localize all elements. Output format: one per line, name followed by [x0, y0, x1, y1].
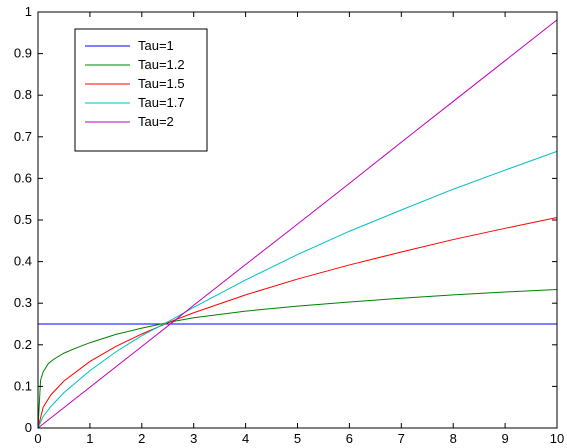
- x-tick-label: 8: [450, 431, 457, 446]
- y-tick-label: 0.7: [14, 129, 32, 144]
- series-line-2: [37, 288, 558, 429]
- x-tick-label: 3: [190, 431, 197, 446]
- y-tick-label: 0.3: [14, 295, 32, 310]
- legend-label: Tau=2: [138, 114, 174, 129]
- series-line-3: [37, 217, 558, 429]
- plot-area: [37, 19, 558, 429]
- legend-label: Tau=1: [138, 38, 174, 53]
- x-tick-label: 2: [138, 431, 145, 446]
- x-tick-label: 4: [242, 431, 249, 446]
- y-tick-label: 0.8: [14, 87, 32, 102]
- y-tick-label: 0: [25, 420, 32, 435]
- y-tick-label: 0.5: [14, 212, 32, 227]
- x-tick-label: 10: [550, 431, 564, 446]
- axes: 0 1 2 3 4 5 6 7 8 9 10 0 0.1 0.2 0.3 0.4 0.5 0.6 0.7 0.8 0.9…: [14, 4, 564, 446]
- legend: Tau=1 Tau=1.2 Tau=1.5 Tau=1.7 Tau=2: [74, 28, 208, 152]
- x-tick-label: 9: [501, 431, 508, 446]
- legend-label: Tau=1.5: [138, 76, 185, 91]
- y-tick-label: 0.9: [14, 46, 32, 61]
- x-tick-label: 6: [346, 431, 353, 446]
- series-line-4: [37, 150, 558, 429]
- y-tick-label: 0.6: [14, 170, 32, 185]
- y-tick-label: 0.4: [14, 254, 32, 269]
- y-tick-label: 0.1: [14, 378, 32, 393]
- x-tick-label: 0: [34, 431, 41, 446]
- x-tick-label: 5: [294, 431, 301, 446]
- legend-label: Tau=1.2: [138, 57, 185, 72]
- y-tick-label: 0.2: [14, 337, 32, 352]
- x-tick-label: 1: [86, 431, 93, 446]
- x-tick-label: 7: [398, 431, 405, 446]
- legend-label: Tau=1.7: [138, 95, 185, 110]
- legend-box: [74, 28, 208, 152]
- series-line-5: [37, 19, 558, 429]
- y-tick-label: 1: [25, 4, 32, 19]
